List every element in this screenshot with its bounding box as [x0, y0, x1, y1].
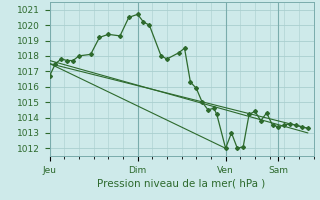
- X-axis label: Pression niveau de la mer( hPa ): Pression niveau de la mer( hPa ): [98, 179, 266, 189]
